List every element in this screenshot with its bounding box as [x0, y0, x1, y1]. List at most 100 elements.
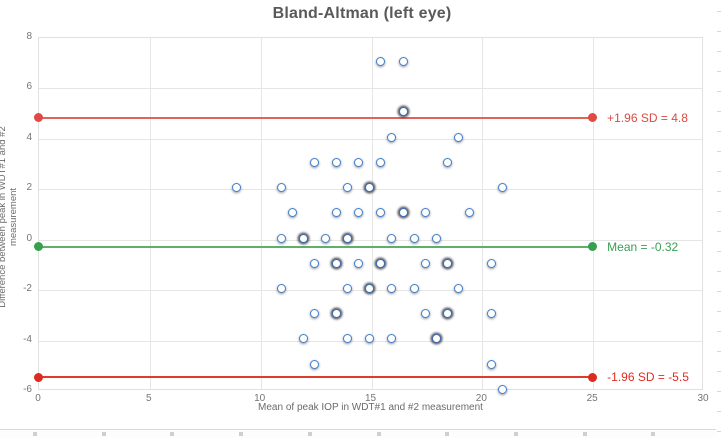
sheet-grid-tick	[717, 411, 721, 412]
sheet-grid-tick	[717, 31, 721, 32]
data-point	[387, 283, 397, 293]
data-point	[332, 309, 342, 319]
sheet-grid-tick	[717, 191, 721, 192]
data-point	[453, 132, 463, 142]
vertical-gridline	[482, 38, 484, 389]
data-point	[309, 157, 319, 167]
data-point	[320, 233, 330, 243]
vertical-gridline	[260, 38, 262, 389]
sheet-grid-tick	[717, 351, 721, 352]
sheet-grid-tick	[717, 71, 721, 72]
x-tick-label: 10	[254, 393, 266, 404]
ref-line-dot	[33, 242, 43, 252]
ref-line-label: -1.96 SD = -5.5	[607, 370, 689, 385]
horizontal-gridline	[39, 239, 702, 241]
chart-title: Bland-Altman (left eye)	[272, 5, 452, 22]
data-point	[409, 283, 419, 293]
data-point	[398, 107, 408, 117]
data-point	[376, 157, 386, 167]
sheet-grid-tick	[717, 211, 721, 212]
data-point	[398, 208, 408, 218]
data-point	[276, 283, 286, 293]
y-tick-label: 6	[26, 81, 32, 93]
ref-line-mean	[38, 245, 593, 248]
x-tick-label: 20	[475, 393, 487, 404]
data-point	[276, 233, 286, 243]
sheet-grid-tick	[513, 432, 518, 436]
data-point	[498, 183, 508, 193]
plot-area	[38, 37, 703, 390]
data-point	[354, 258, 364, 268]
data-point	[287, 208, 297, 218]
ref-line-dot	[33, 113, 43, 123]
data-point	[276, 183, 286, 193]
data-point	[487, 359, 497, 369]
data-point	[365, 334, 375, 344]
x-tick-label: 25	[586, 393, 598, 404]
data-point	[365, 283, 375, 293]
data-point	[376, 258, 386, 268]
data-point	[387, 233, 397, 243]
y-tick-label: -4	[23, 333, 32, 345]
data-point	[420, 258, 430, 268]
sheet-grid-tick	[717, 151, 721, 152]
data-point	[309, 359, 319, 369]
spreadsheet-column-edge	[716, 0, 724, 438]
data-point	[442, 309, 452, 319]
vertical-gridline	[593, 38, 595, 389]
ref-line-dot	[587, 113, 597, 123]
sheet-grid-tick	[651, 432, 656, 436]
y-tick-label: 8	[26, 31, 32, 42]
horizontal-gridline	[39, 138, 702, 140]
y-tick-label: -2	[23, 283, 32, 295]
data-point	[343, 334, 353, 344]
data-point	[453, 283, 463, 293]
x-axis-title: Mean of peak IOP in WDT#1 and #2 measure…	[258, 402, 483, 413]
sheet-grid-tick	[717, 91, 721, 92]
data-point	[409, 233, 419, 243]
data-point	[387, 132, 397, 142]
data-point	[298, 233, 308, 243]
x-tick-label: 0	[35, 393, 41, 404]
sheet-grid-tick	[717, 331, 721, 332]
sheet-grid-tick	[445, 432, 450, 436]
data-point	[332, 157, 342, 167]
sheet-grid-tick	[582, 432, 587, 436]
data-point	[332, 258, 342, 268]
y-tick-label: 0	[26, 232, 32, 244]
sheet-grid-tick	[170, 432, 175, 436]
data-point	[487, 258, 497, 268]
vertical-gridline	[149, 38, 151, 389]
data-point	[442, 157, 452, 167]
data-point	[376, 208, 386, 218]
sheet-grid-tick	[33, 432, 37, 436]
sheet-grid-tick	[717, 51, 721, 52]
data-point	[298, 334, 308, 344]
data-point	[354, 157, 364, 167]
sheet-grid-tick	[717, 271, 721, 272]
sheet-grid-tick	[717, 131, 721, 132]
data-point	[343, 233, 353, 243]
y-tick-label: -6	[23, 384, 32, 395]
y-axis-title: Difference between peak in WDT#1 and #2 …	[0, 126, 19, 308]
sheet-grid-tick	[717, 371, 721, 372]
data-point	[376, 57, 386, 66]
sheet-grid-tick	[717, 251, 721, 252]
sheet-grid-tick	[717, 391, 721, 392]
sheet-grid-tick	[717, 111, 721, 112]
sheet-grid-tick	[717, 171, 721, 172]
data-point	[332, 208, 342, 218]
data-point	[431, 334, 441, 344]
x-tick-label: 5	[146, 393, 152, 404]
ref-line-dot	[587, 372, 597, 382]
x-tick-label: 15	[364, 393, 377, 404]
data-point	[343, 183, 353, 193]
data-point	[343, 283, 353, 293]
data-point	[420, 208, 430, 218]
data-point	[420, 309, 430, 319]
data-point	[431, 233, 441, 243]
sheet-grid-tick	[101, 432, 106, 436]
ref-line-upper-loa	[38, 116, 593, 119]
ref-line-dot	[33, 372, 43, 382]
